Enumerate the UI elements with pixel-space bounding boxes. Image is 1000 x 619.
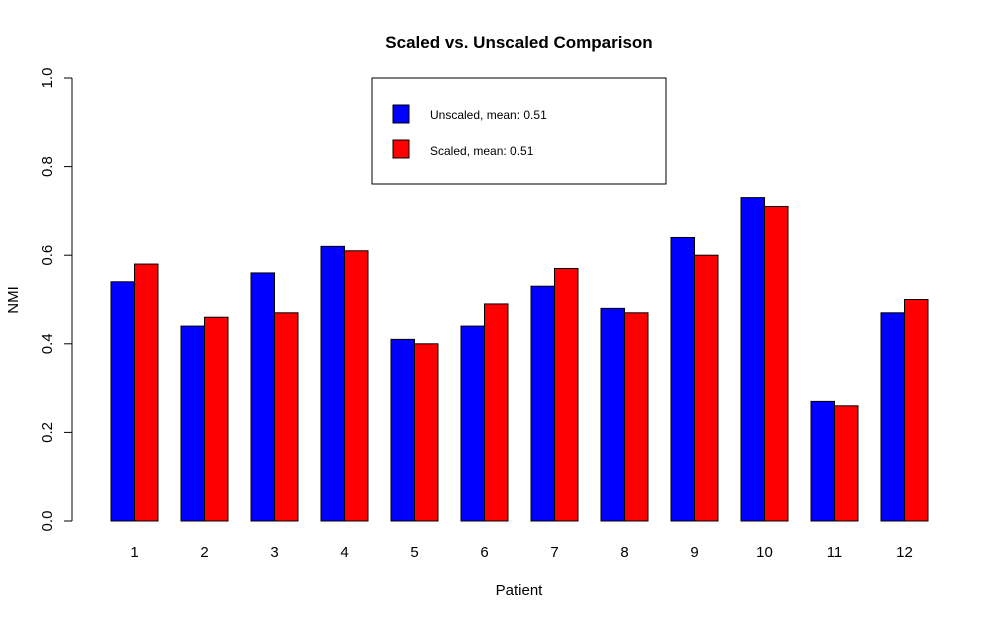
x-tick-label: 7: [550, 544, 558, 561]
bar-scaled-patient-9: [695, 255, 719, 521]
y-tick-label: 0.8: [39, 156, 56, 177]
bar-unscaled-patient-7: [531, 286, 555, 521]
bar-unscaled-patient-2: [181, 326, 205, 521]
y-axis-label: NMI: [5, 286, 22, 314]
y-tick-label: 0.2: [39, 422, 56, 443]
bar-unscaled-patient-3: [251, 273, 275, 521]
bar-scaled-patient-4: [345, 251, 369, 521]
x-tick-label: 3: [270, 544, 278, 561]
legend-swatch-scaled: [393, 140, 409, 158]
bar-unscaled-patient-10: [741, 198, 765, 521]
x-tick-label: 12: [896, 544, 913, 561]
y-tick-label: 1.0: [39, 68, 56, 89]
bar-unscaled-patient-8: [601, 308, 625, 521]
bar-unscaled-patient-6: [461, 326, 485, 521]
bar-unscaled-patient-5: [391, 339, 415, 521]
bar-scaled-patient-8: [625, 313, 649, 521]
bar-unscaled-patient-9: [671, 237, 695, 521]
bar-scaled-patient-5: [415, 344, 439, 521]
chart-title: Scaled vs. Unscaled Comparison: [385, 33, 652, 52]
y-tick-label: 0.4: [39, 333, 56, 354]
y-tick-label: 0.0: [39, 511, 56, 532]
y-axis-ticks: 0.0 0.2 0.4 0.6 0.8 1.0: [39, 68, 72, 532]
x-axis-tick-labels: 1 2 3 4 5 6 7 8 9 10 11 12: [130, 544, 913, 561]
x-tick-label: 2: [200, 544, 208, 561]
bars-group: [111, 198, 928, 521]
bar-unscaled-patient-4: [321, 246, 345, 521]
bar-scaled-patient-7: [555, 268, 579, 521]
x-tick-label: 1: [130, 544, 138, 561]
bar-scaled-patient-10: [765, 206, 789, 521]
legend-box: [372, 78, 666, 184]
bar-unscaled-patient-12: [881, 313, 905, 521]
x-axis-label: Patient: [496, 582, 544, 599]
x-tick-label: 11: [827, 544, 843, 561]
bar-scaled-patient-3: [275, 313, 299, 521]
x-tick-label: 8: [620, 544, 628, 561]
x-tick-label: 9: [690, 544, 698, 561]
legend-swatch-unscaled: [393, 105, 409, 123]
bar-scaled-patient-6: [485, 304, 509, 521]
bar-unscaled-patient-11: [811, 401, 835, 521]
y-tick-label: 0.6: [39, 245, 56, 266]
x-tick-label: 6: [480, 544, 488, 561]
bar-scaled-patient-2: [205, 317, 229, 521]
bar-scaled-patient-12: [905, 300, 929, 522]
legend-label-scaled: Scaled, mean: 0.51: [430, 144, 534, 158]
bar-unscaled-patient-1: [111, 282, 135, 521]
x-tick-label: 4: [340, 544, 348, 561]
legend: Unscaled, mean: 0.51 Scaled, mean: 0.51: [372, 78, 666, 184]
bar-scaled-patient-11: [835, 406, 859, 521]
legend-label-unscaled: Unscaled, mean: 0.51: [430, 108, 547, 122]
bar-scaled-patient-1: [135, 264, 159, 521]
x-tick-label: 5: [410, 544, 418, 561]
x-tick-label: 10: [756, 544, 773, 561]
